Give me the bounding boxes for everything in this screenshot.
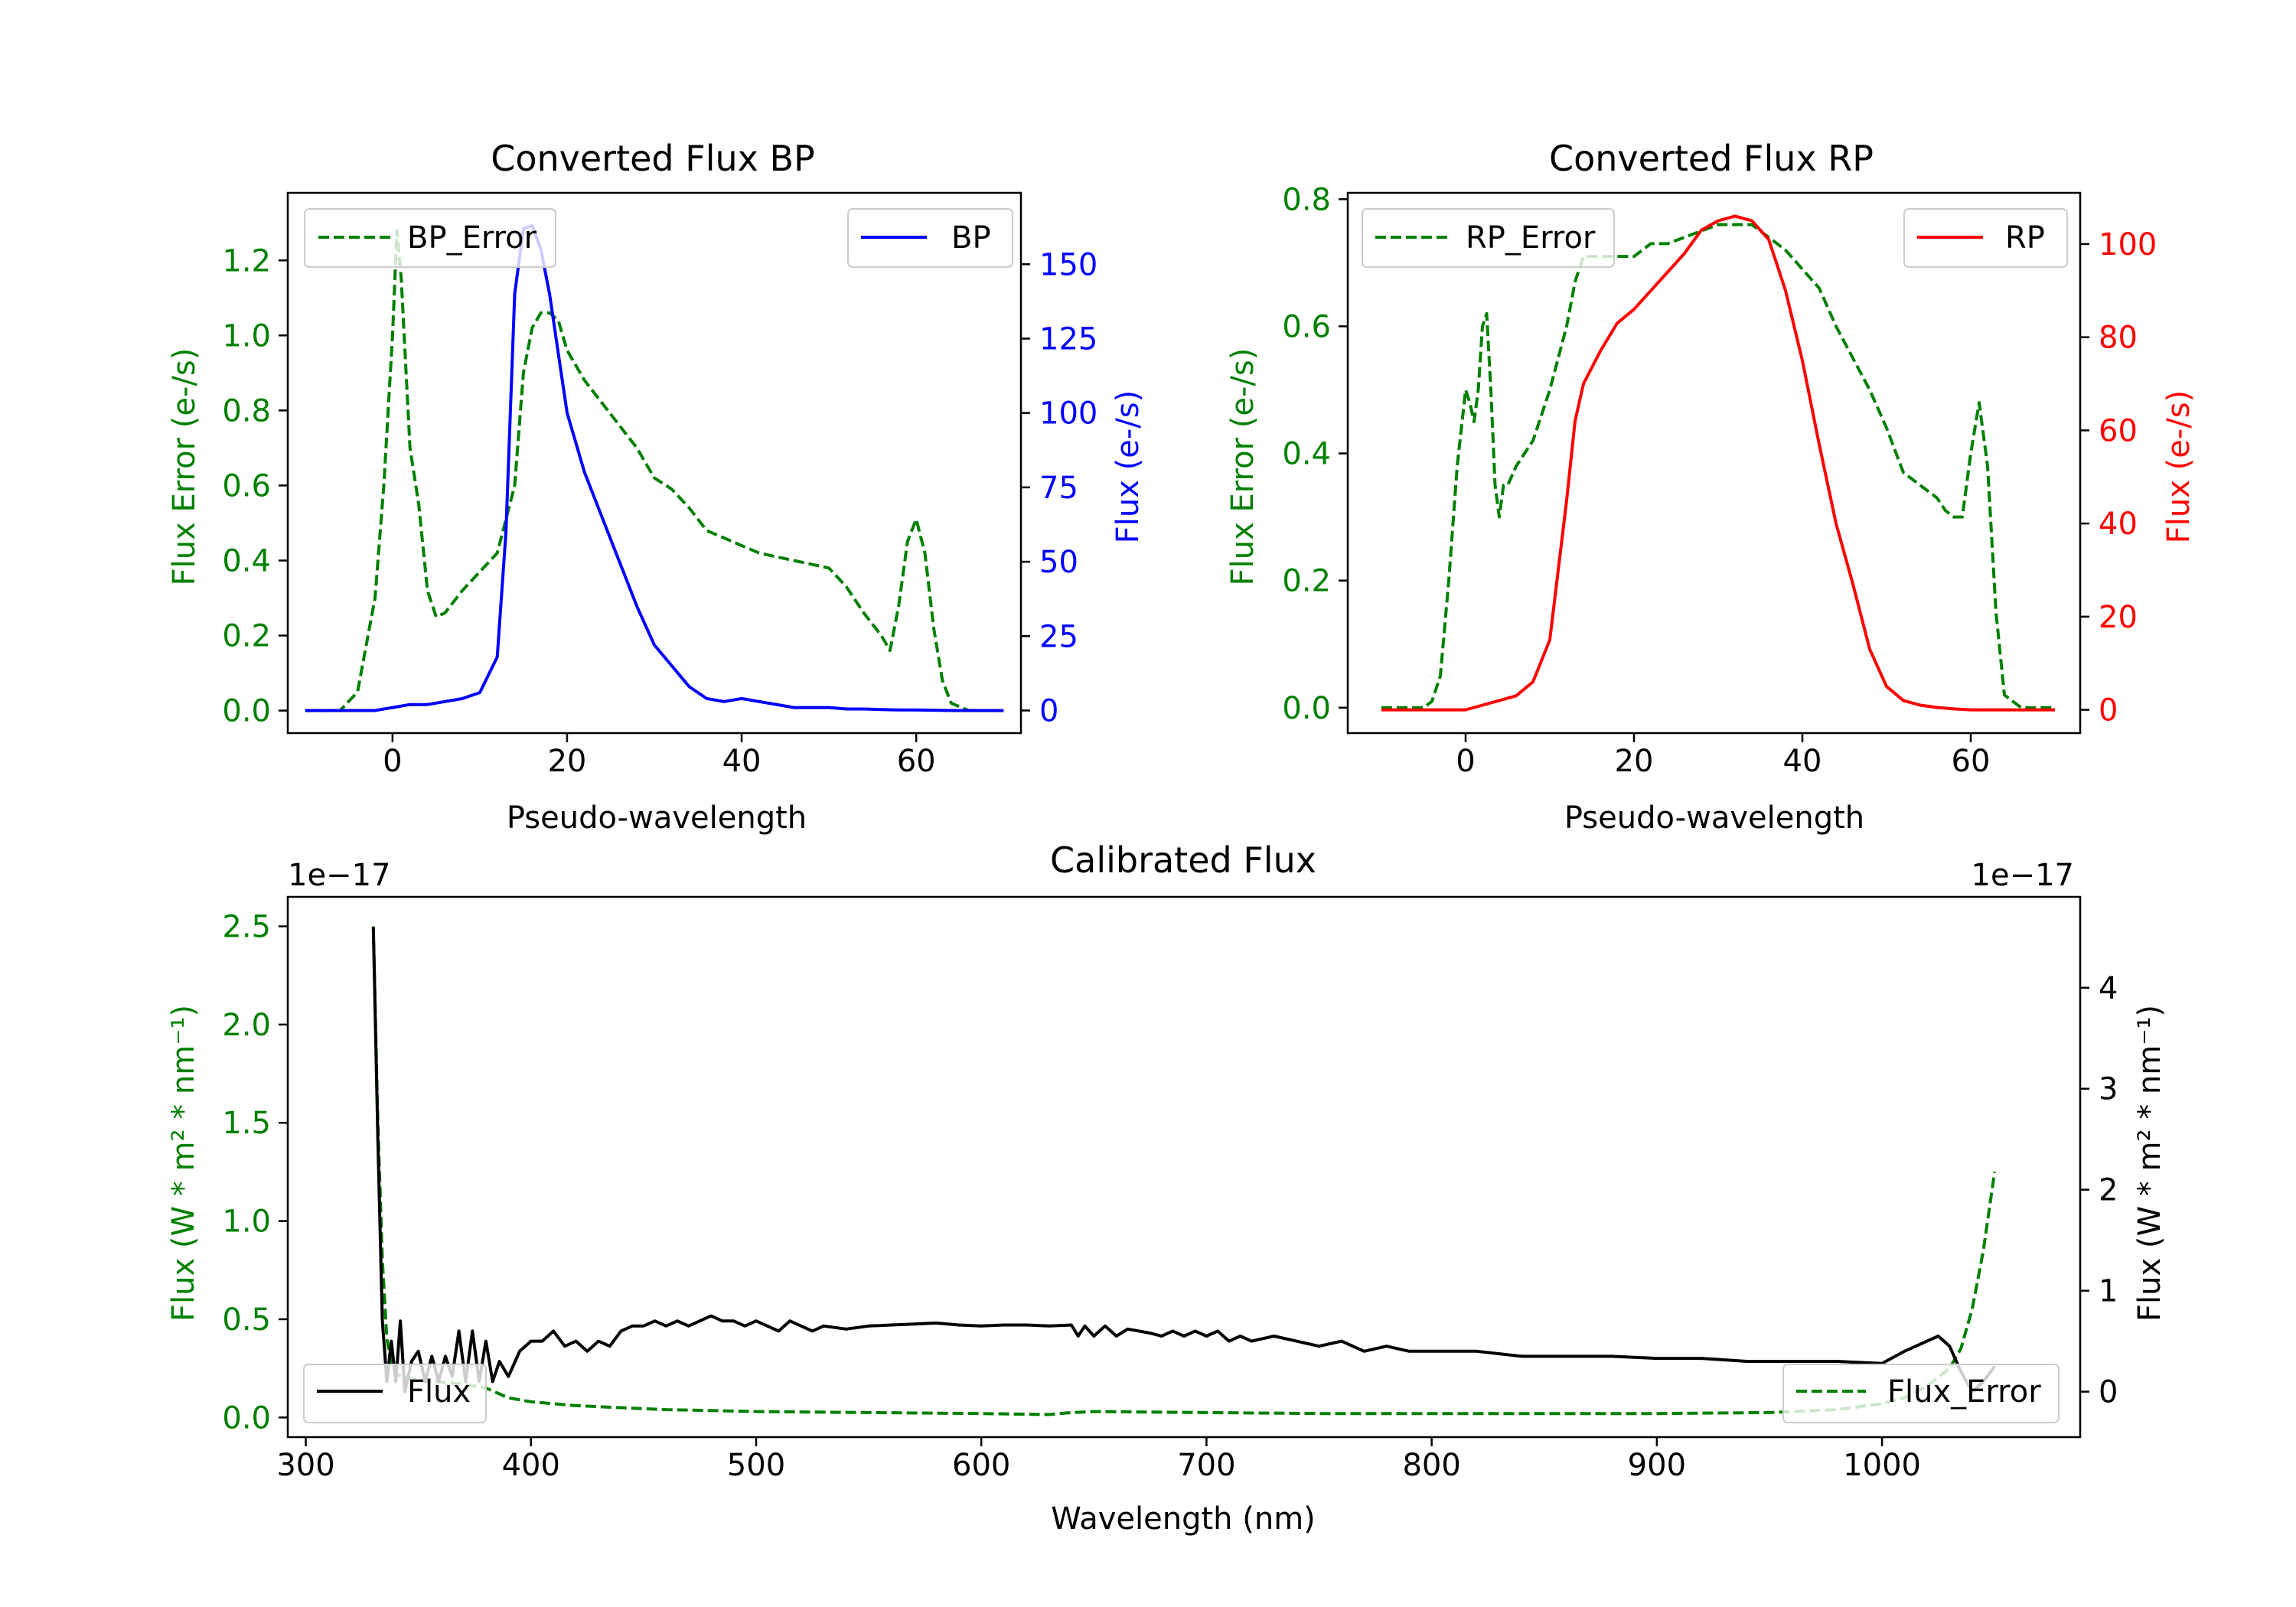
calibrated-xtick-label: 500	[727, 1448, 785, 1483]
rp-xtick-label: 0	[1456, 744, 1475, 779]
rp-ytick-right-label: 60	[2099, 413, 2138, 448]
cal-ylabel-left: Flux (W * m² * nm⁻¹)	[166, 1005, 201, 1322]
rp-ytick-left-label: 0.4	[1282, 437, 1331, 472]
rp-ytick-left-label: 0.8	[1282, 182, 1331, 217]
cal-legend-left: Flux	[303, 1364, 487, 1423]
cal-plot-area: 300 400 500 600 700 800 900 1000 0.0 0.5 1.0 1.5 2.0…	[222, 895, 2118, 1483]
bp-axes-frame	[286, 191, 1022, 735]
calibrated-ytick-left-label: 2.0	[222, 1008, 271, 1043]
rp-plot-area: 0 20 40 60 0.0 0.2 0.4 0.6 0.8 0 20 40 60 80 100	[1282, 182, 2157, 779]
calibrated-ytick-right-label: 2	[2099, 1173, 2118, 1208]
bp-ytick-right-label: 75	[1039, 471, 1078, 506]
rp-ytick-right-label: 20	[2099, 600, 2138, 635]
cal-title: Calibrated Flux	[1050, 839, 1316, 881]
rp-ylabel-right: Flux (e-/s)	[2161, 390, 2197, 543]
rp-xtick-label: 40	[1783, 744, 1822, 779]
panel-rp: Converted Flux RP 0 20 40 60 0.0 0.2 0.4 0.6 0.8…	[1225, 138, 2197, 836]
calibrated-ytick-left-label: 1.5	[222, 1106, 271, 1141]
calibrated-ytick-right-label: 0	[2099, 1375, 2118, 1410]
cal-xlabel: Wavelength (nm)	[1051, 1501, 1316, 1537]
bp-ylabel-right: Flux (e-/s)	[1110, 390, 1146, 543]
rp-xtick-label: 60	[1952, 744, 1991, 779]
rp-ytick-left-label: 0.0	[1282, 691, 1331, 726]
calibrated-series-flux	[371, 927, 1996, 1393]
panel-calibrated: Calibrated Flux 1e−17 1e−17 300 400 500 600…	[166, 839, 2167, 1537]
rp-axes-frame	[1346, 191, 2082, 735]
calibrated-xtick-label: 800	[1402, 1448, 1460, 1483]
calibrated-axes-frame	[286, 895, 2082, 1439]
bp-ytick-left-label: 0.6	[222, 468, 271, 504]
bp-ytick-left-label: 0.8	[222, 393, 271, 429]
bp-ytick-left-label: 1.2	[222, 243, 271, 279]
calibrated-xtick-label: 1000	[1843, 1448, 1921, 1483]
calibrated-ytick-left-label: 1.0	[222, 1204, 271, 1240]
calibrated-ytick-left-label: 2.5	[222, 910, 271, 945]
bp-xtick-label: 20	[547, 744, 586, 779]
bp-ytick-right-label: 100	[1039, 396, 1097, 432]
rp-legend-right: RP	[1903, 208, 2068, 268]
bp-series-bp-error	[305, 229, 1004, 712]
rp-ytick-right-label: 40	[2099, 507, 2138, 542]
rp-legend-right-frame	[1903, 208, 2068, 268]
calibrated-ytick-left-label: 0.0	[222, 1400, 271, 1436]
rp-ytick-right-label: 80	[2099, 321, 2138, 356]
bp-legend-left-frame	[304, 208, 556, 268]
bp-ytick-left-label: 0.4	[222, 543, 271, 579]
calibrated-ytick-right-label: 1	[2099, 1274, 2118, 1309]
cal-ylabel-right: Flux (W * m² * nm⁻¹)	[2132, 1005, 2167, 1322]
bp-legend-error-label: BP_Error	[407, 220, 537, 256]
rp-ytick-left-label: 0.2	[1282, 564, 1331, 599]
calibrated-xtick-label: 700	[1177, 1448, 1235, 1483]
bp-xlabel: Pseudo-wavelength	[507, 800, 807, 836]
bp-xtick-label: 40	[722, 744, 762, 779]
rp-ylabel-left: Flux Error (e-/s)	[1225, 348, 1261, 586]
calibrated-ytick-left-label: 0.5	[222, 1302, 271, 1338]
cal-legend-right: Flux_Error	[1782, 1364, 2060, 1423]
calibrated-ytick-right-label: 3	[2099, 1072, 2118, 1107]
bp-plot-area: 0 20 40 60 0.0 0.2 0.4 0.6 0.8 1.0 1.2 0 25 50 75 100 12…	[222, 191, 1097, 779]
rp-series-rp	[1381, 214, 2055, 712]
bp-ytick-left-label: 0.2	[222, 619, 271, 654]
rp-title: Converted Flux RP	[1549, 138, 1874, 179]
bp-xtick-label: 0	[383, 744, 402, 779]
rp-legend-error-label: RP_Error	[1466, 220, 1596, 256]
rp-ytick-right-label: 100	[2099, 227, 2157, 262]
cal-scale-right: 1e−17	[1971, 858, 2074, 893]
calibrated-ytick-right-label: 4	[2099, 971, 2118, 1006]
panel-bp: Converted Flux BP 0 20 40 60 0.0 0.2 0.4 0.6 0.8…	[167, 138, 1146, 836]
cal-scale-left: 1e−17	[288, 858, 390, 893]
bp-xtick-label: 60	[897, 744, 936, 779]
cal-legend-right-frame	[1782, 1364, 2060, 1423]
cal-legend-left-frame	[303, 1364, 487, 1423]
rp-series-rp-error	[1381, 223, 2055, 709]
bp-ytick-right-label: 50	[1039, 545, 1078, 580]
rp-ytick-left-label: 0.6	[1282, 309, 1331, 344]
bp-series-bp	[305, 223, 1004, 712]
bp-legend-right-frame	[847, 208, 1013, 268]
calibrated-xtick-label: 900	[1628, 1448, 1686, 1483]
rp-legend-left-frame	[1362, 208, 1615, 268]
calibrated-xtick-label: 400	[502, 1448, 560, 1483]
bp-ytick-right-label: 125	[1039, 321, 1097, 357]
bp-ytick-right-label: 150	[1039, 247, 1097, 282]
bp-ytick-right-label: 25	[1039, 619, 1078, 654]
bp-legend-right: BP	[847, 208, 1013, 268]
cal-legend-flux-label: Flux	[407, 1374, 471, 1410]
bp-ytick-left-label: 0.0	[222, 694, 271, 729]
calibrated-xtick-label: 600	[952, 1448, 1010, 1483]
bp-ytick-right-label: 0	[1039, 693, 1058, 729]
bp-legend-left: BP_Error	[304, 208, 556, 268]
rp-legend-left: RP_Error	[1362, 208, 1615, 268]
rp-xtick-label: 20	[1615, 744, 1654, 779]
calibrated-xtick-label: 300	[276, 1448, 334, 1483]
rp-legend-flux-label: RP	[2005, 220, 2045, 256]
bp-legend-flux-label: BP	[951, 220, 991, 256]
rp-xlabel: Pseudo-wavelength	[1564, 800, 1864, 836]
bp-ytick-left-label: 1.0	[222, 318, 271, 354]
bp-title: Converted Flux BP	[491, 138, 815, 179]
rp-ytick-right-label: 0	[2099, 693, 2118, 729]
cal-legend-error-label: Flux_Error	[1887, 1374, 2041, 1410]
bp-ylabel-left: Flux Error (e-/s)	[167, 348, 202, 586]
